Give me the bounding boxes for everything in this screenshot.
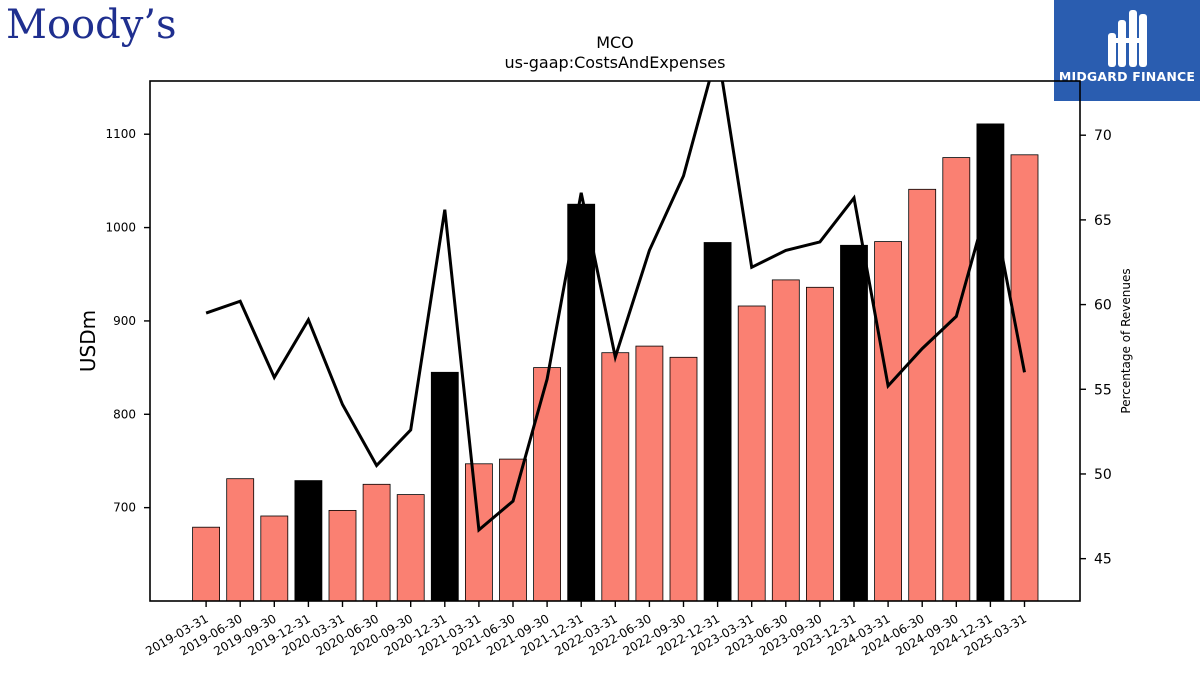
chart-subtitle: us-gaap:CostsAndExpenses [505, 53, 726, 72]
bar-2022-06-30 [635, 345, 664, 602]
bar-2019-12-31 [294, 480, 323, 602]
moodys-logo: Moody’s [6, 2, 177, 48]
bar-2019-03-31 [192, 526, 221, 602]
bar-2023-09-30 [806, 286, 834, 602]
midgard-finance-wordmark: MIDGARD FINANCE [1058, 69, 1196, 84]
y2-axis-label: Percentage of Revenues [1119, 268, 1133, 413]
y-tick-label: 1000 [105, 221, 136, 235]
y2-tick-label: 65 [1094, 213, 1112, 229]
bar-2021-03-31 [464, 463, 493, 602]
x-axis: 2019-03-312019-06-302019-09-302019-12-31… [143, 601, 1029, 658]
y-tick-label: 800 [113, 407, 136, 421]
bar-2020-12-31 [430, 371, 459, 602]
bar-2022-09-30 [669, 356, 698, 602]
bar-2021-06-30 [499, 458, 527, 602]
bar-2020-03-31 [328, 509, 357, 602]
bar-2023-12-31 [840, 244, 868, 602]
bar-2019-06-30 [226, 478, 255, 602]
bar-2022-12-31 [703, 242, 732, 602]
y2-tick-label: 45 [1094, 552, 1112, 568]
chart-title: MCO [596, 33, 634, 52]
bar-2024-12-31 [976, 123, 1005, 602]
y-tick-label: 900 [113, 314, 136, 328]
line-layer [205, 81, 1026, 533]
percentage-line [205, 81, 1026, 533]
bar-2022-03-31 [601, 352, 630, 602]
y-axis-right: 45 50 55 60 65 70 [1080, 128, 1112, 568]
bar-2023-03-31 [737, 305, 766, 602]
y-tick-label: 1100 [105, 127, 136, 141]
bar-2020-09-30 [396, 494, 425, 602]
y2-tick-label: 70 [1094, 128, 1112, 144]
y2-tick-label: 50 [1094, 467, 1112, 483]
bar-2024-03-31 [874, 241, 902, 602]
midgard-finance-logo: MIDGARD FINANCE [1054, 0, 1200, 101]
bar-group [192, 123, 1039, 602]
y-tick-label: 700 [113, 501, 136, 515]
bar-2020-06-30 [362, 483, 391, 602]
bar-2025-03-31 [1010, 154, 1039, 602]
bar-2024-06-30 [908, 188, 937, 602]
bar-2021-12-31 [567, 203, 596, 602]
y2-tick-label: 55 [1094, 382, 1112, 398]
bar-2019-09-30 [260, 515, 289, 602]
bar-2024-09-30 [942, 157, 971, 602]
y-axis-label: USDm [76, 310, 100, 372]
y2-tick-label: 60 [1094, 298, 1112, 314]
y-axis-left: 700 800 900 1000 1100 [105, 127, 150, 515]
bar-2021-09-30 [533, 367, 561, 602]
midgard-emblem-icon [1108, 10, 1147, 67]
bar-2023-06-30 [771, 279, 800, 602]
